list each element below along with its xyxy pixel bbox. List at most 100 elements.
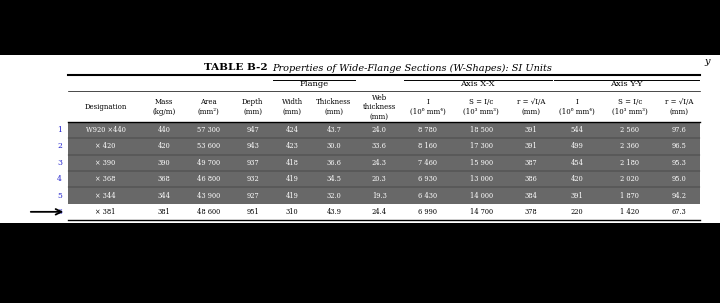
Text: 49 700: 49 700 (197, 159, 220, 167)
Text: 20.3: 20.3 (372, 175, 387, 183)
Text: 344: 344 (157, 191, 171, 199)
Text: 46 800: 46 800 (197, 175, 220, 183)
Text: 418: 418 (286, 159, 299, 167)
Text: 381: 381 (158, 208, 170, 216)
Text: 378: 378 (525, 208, 538, 216)
Text: 386: 386 (525, 175, 538, 183)
Text: y: y (704, 58, 710, 66)
Text: 419: 419 (286, 191, 299, 199)
Bar (68, 204, 700, 220)
Text: Axis X-X: Axis X-X (460, 80, 495, 88)
Text: 24.4: 24.4 (372, 208, 387, 216)
Text: 8 160: 8 160 (418, 142, 437, 151)
Text: 14 700: 14 700 (469, 208, 492, 216)
Text: 7 460: 7 460 (418, 159, 437, 167)
Text: 57 300: 57 300 (197, 126, 220, 134)
Text: 368: 368 (158, 175, 170, 183)
Bar (0, 0, 720, 55)
Text: 2: 2 (57, 142, 62, 151)
Text: 4: 4 (57, 175, 62, 183)
Text: 24.0: 24.0 (372, 126, 387, 134)
Text: 2 020: 2 020 (621, 175, 639, 183)
Bar (68, 187, 700, 204)
Text: 67.3: 67.3 (672, 208, 687, 216)
Text: 15 900: 15 900 (469, 159, 492, 167)
Text: × 420: × 420 (95, 142, 116, 151)
Text: 33.6: 33.6 (372, 142, 387, 151)
Text: Properties of Wide-Flange Sections (W-Shapes): SI Units: Properties of Wide-Flange Sections (W-Sh… (272, 63, 552, 72)
Text: 43.7: 43.7 (326, 126, 341, 134)
Text: 391: 391 (525, 126, 538, 134)
Text: 1 870: 1 870 (621, 191, 639, 199)
Text: 2 560: 2 560 (621, 126, 639, 134)
Text: 932: 932 (246, 175, 259, 183)
Text: 943: 943 (246, 142, 259, 151)
Text: 43 900: 43 900 (197, 191, 220, 199)
Text: 48 600: 48 600 (197, 208, 220, 216)
Text: 391: 391 (525, 142, 538, 151)
Text: 34.5: 34.5 (326, 175, 341, 183)
Bar (68, 138, 700, 155)
Text: I
(10⁶ mm⁴): I (10⁶ mm⁴) (410, 98, 446, 116)
Text: 387: 387 (525, 159, 538, 167)
Text: 32.0: 32.0 (327, 191, 341, 199)
Text: 2 180: 2 180 (621, 159, 639, 167)
Text: 391: 391 (571, 191, 583, 199)
Text: × 390: × 390 (96, 159, 116, 167)
Text: 499: 499 (570, 142, 583, 151)
Text: × 344: × 344 (95, 191, 116, 199)
Text: 1: 1 (57, 126, 62, 134)
Bar (68, 155, 700, 171)
Text: 3: 3 (57, 159, 62, 167)
Text: 97.6: 97.6 (672, 126, 687, 134)
Text: 30.0: 30.0 (327, 142, 341, 151)
Text: 13 000: 13 000 (469, 175, 492, 183)
Text: 96.5: 96.5 (672, 142, 687, 151)
Text: Area
(mm²): Area (mm²) (198, 98, 220, 116)
Text: 419: 419 (286, 175, 299, 183)
Text: TABLE B-2: TABLE B-2 (204, 64, 268, 72)
Text: 310: 310 (286, 208, 299, 216)
Text: 6 430: 6 430 (418, 191, 437, 199)
Text: 927: 927 (246, 191, 259, 199)
Text: I
(10⁶ mm⁴): I (10⁶ mm⁴) (559, 98, 595, 116)
Text: 6: 6 (57, 208, 62, 216)
Text: 384: 384 (525, 191, 538, 199)
Text: 19.3: 19.3 (372, 191, 387, 199)
Bar (68, 171, 700, 187)
Text: 220: 220 (571, 208, 583, 216)
Text: 420: 420 (158, 142, 170, 151)
Text: 6 930: 6 930 (418, 175, 437, 183)
Text: r = √I/A
(mm): r = √I/A (mm) (517, 98, 546, 116)
Text: S = I/c
(10³ mm³): S = I/c (10³ mm³) (612, 98, 648, 116)
Text: Designation: Designation (84, 103, 127, 111)
Bar (0, 55, 720, 223)
Text: Thickness
(mm): Thickness (mm) (316, 98, 351, 116)
Text: 947: 947 (246, 126, 259, 134)
Text: 6 990: 6 990 (418, 208, 437, 216)
Text: Axis Y-Y: Axis Y-Y (610, 80, 643, 88)
Bar (0, 223, 720, 303)
Text: × 381: × 381 (95, 208, 116, 216)
Text: W920 ×440: W920 ×440 (86, 126, 125, 134)
Text: S = I/c
(10³ mm³): S = I/c (10³ mm³) (464, 98, 499, 116)
Text: Depth
(mm): Depth (mm) (242, 98, 264, 116)
Text: 454: 454 (570, 159, 583, 167)
Text: 17 300: 17 300 (469, 142, 492, 151)
Text: 43.9: 43.9 (326, 208, 341, 216)
Text: 5: 5 (57, 191, 62, 199)
Text: 18 500: 18 500 (469, 126, 492, 134)
Text: 424: 424 (286, 126, 299, 134)
Text: 24.3: 24.3 (372, 159, 387, 167)
Text: 53 600: 53 600 (197, 142, 220, 151)
Text: 2 360: 2 360 (621, 142, 639, 151)
Text: Web
thickness
(mm): Web thickness (mm) (363, 94, 396, 121)
Text: 95.0: 95.0 (672, 175, 687, 183)
Bar (68, 122, 700, 138)
Text: 14 000: 14 000 (469, 191, 492, 199)
Text: 937: 937 (246, 159, 259, 167)
Text: 423: 423 (286, 142, 299, 151)
Text: 390: 390 (158, 159, 170, 167)
Text: 95.3: 95.3 (672, 159, 687, 167)
Text: Mass
(kg/m): Mass (kg/m) (152, 98, 176, 116)
